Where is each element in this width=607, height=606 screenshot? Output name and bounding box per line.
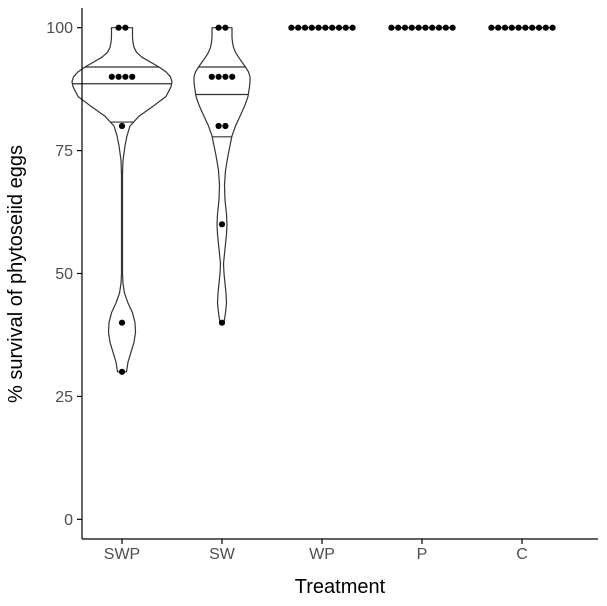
axes-layer (81, 8, 598, 540)
data-point (222, 73, 229, 80)
data-point (501, 24, 509, 31)
data-point (522, 24, 529, 31)
data-point (349, 24, 356, 31)
data-point (115, 73, 122, 80)
data-point (529, 24, 536, 31)
data-point (535, 24, 543, 31)
data-point (342, 24, 349, 31)
data-point (449, 24, 456, 31)
data-point (488, 24, 495, 31)
data-point (118, 122, 126, 130)
data-point (542, 24, 549, 31)
data-point (429, 24, 436, 31)
x-tick-label: P (417, 546, 428, 563)
y-tick-label: 0 (64, 512, 73, 529)
violin-swp (71, 27, 173, 373)
data-point (229, 73, 236, 80)
data-point (408, 24, 415, 31)
data-point (295, 24, 302, 31)
x-tick-label: WP (309, 546, 335, 563)
data-point (515, 24, 522, 31)
data-point (422, 24, 429, 31)
data-point (215, 122, 222, 130)
data-point (122, 73, 129, 80)
data-point (129, 73, 136, 80)
data-point (335, 24, 343, 31)
x-tick-label: SWP (104, 546, 140, 563)
data-point (495, 24, 502, 31)
y-tick-label: 25 (55, 389, 73, 406)
y-axis-title: % survival of phytoseiid eggs (5, 145, 27, 403)
data-point (215, 24, 222, 31)
x-axis-title: Treatment (295, 576, 386, 598)
data-point (288, 24, 295, 31)
data-point (435, 24, 443, 31)
data-point (549, 24, 556, 31)
data-point (215, 73, 222, 80)
data-point (388, 24, 395, 31)
data-point (329, 24, 336, 31)
y-tick-label: 50 (55, 266, 73, 283)
y-tick-label: 100 (46, 20, 73, 37)
data-point (415, 24, 422, 31)
x-tick-label: C (516, 546, 528, 563)
data-point (322, 24, 329, 31)
data-point (442, 24, 449, 31)
x-ticks: SWP SW WP P C (104, 539, 528, 563)
data-point (222, 24, 229, 31)
data-point (308, 24, 315, 31)
violin-sw (193, 27, 251, 324)
data-point (508, 24, 515, 31)
data-point (395, 24, 402, 31)
data-point (122, 24, 129, 31)
violins-layer (71, 27, 550, 373)
data-point (115, 24, 122, 31)
x-tick-label: SW (209, 546, 236, 563)
data-point (218, 319, 226, 326)
data-point (108, 73, 115, 80)
data-point (301, 24, 309, 31)
data-point (218, 221, 226, 228)
data-point (118, 368, 126, 375)
data-point (208, 73, 215, 80)
data-point (401, 24, 409, 31)
y-tick-label: 75 (55, 143, 73, 160)
data-point (315, 24, 322, 31)
data-point (118, 319, 126, 326)
y-ticks: 0 25 50 75 100 (46, 20, 82, 529)
points-layer (108, 24, 556, 375)
data-point (222, 122, 229, 130)
